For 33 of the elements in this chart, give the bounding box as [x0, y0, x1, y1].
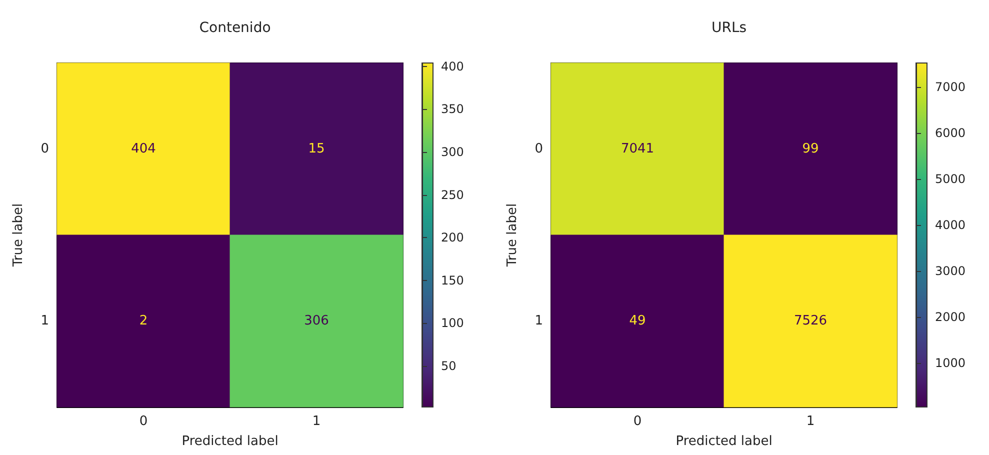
color-bar-label: 6000 [935, 126, 966, 140]
x-tick-label: 0 [633, 414, 642, 429]
data-label: 99 [802, 142, 819, 156]
data-label: 7041 [620, 142, 654, 156]
data-label: 2 [139, 314, 148, 328]
y-axis-title: True label [11, 203, 26, 268]
data-label: 306 [304, 314, 329, 328]
data-label: 404 [131, 142, 156, 156]
color-bar-label: 350 [441, 102, 464, 116]
color-bar-label: 7000 [935, 80, 966, 94]
color-bar-label: 3000 [935, 264, 966, 278]
color-bar-label: 250 [441, 188, 464, 202]
color-bar-label: 2000 [935, 310, 966, 324]
color-bar-label: 400 [441, 59, 464, 74]
x-tick-label: 1 [312, 414, 321, 429]
color-bar-label: 200 [441, 230, 464, 245]
color-bar-label: 150 [441, 273, 464, 288]
x-axis-title: Predicted label [182, 434, 278, 449]
color-bar-label: 5000 [935, 172, 966, 186]
x-tick-label: 0 [139, 414, 148, 429]
data-label: 15 [308, 142, 325, 156]
color-bar-label: 100 [441, 316, 464, 330]
y-axis-title: True label [505, 203, 520, 268]
x-axis-title: Predicted label [676, 434, 772, 449]
color-bar-label: 50 [441, 358, 456, 373]
data-label: 7526 [794, 314, 828, 328]
x-tick-label: 1 [806, 414, 815, 429]
data-label: 49 [629, 314, 646, 328]
chart-title: Contenido [199, 20, 271, 36]
chart-title: URLs [711, 20, 747, 36]
color-bar-label: 300 [441, 144, 464, 159]
color-bar-label: 1000 [935, 356, 966, 370]
color-bar-label: 4000 [935, 218, 966, 232]
